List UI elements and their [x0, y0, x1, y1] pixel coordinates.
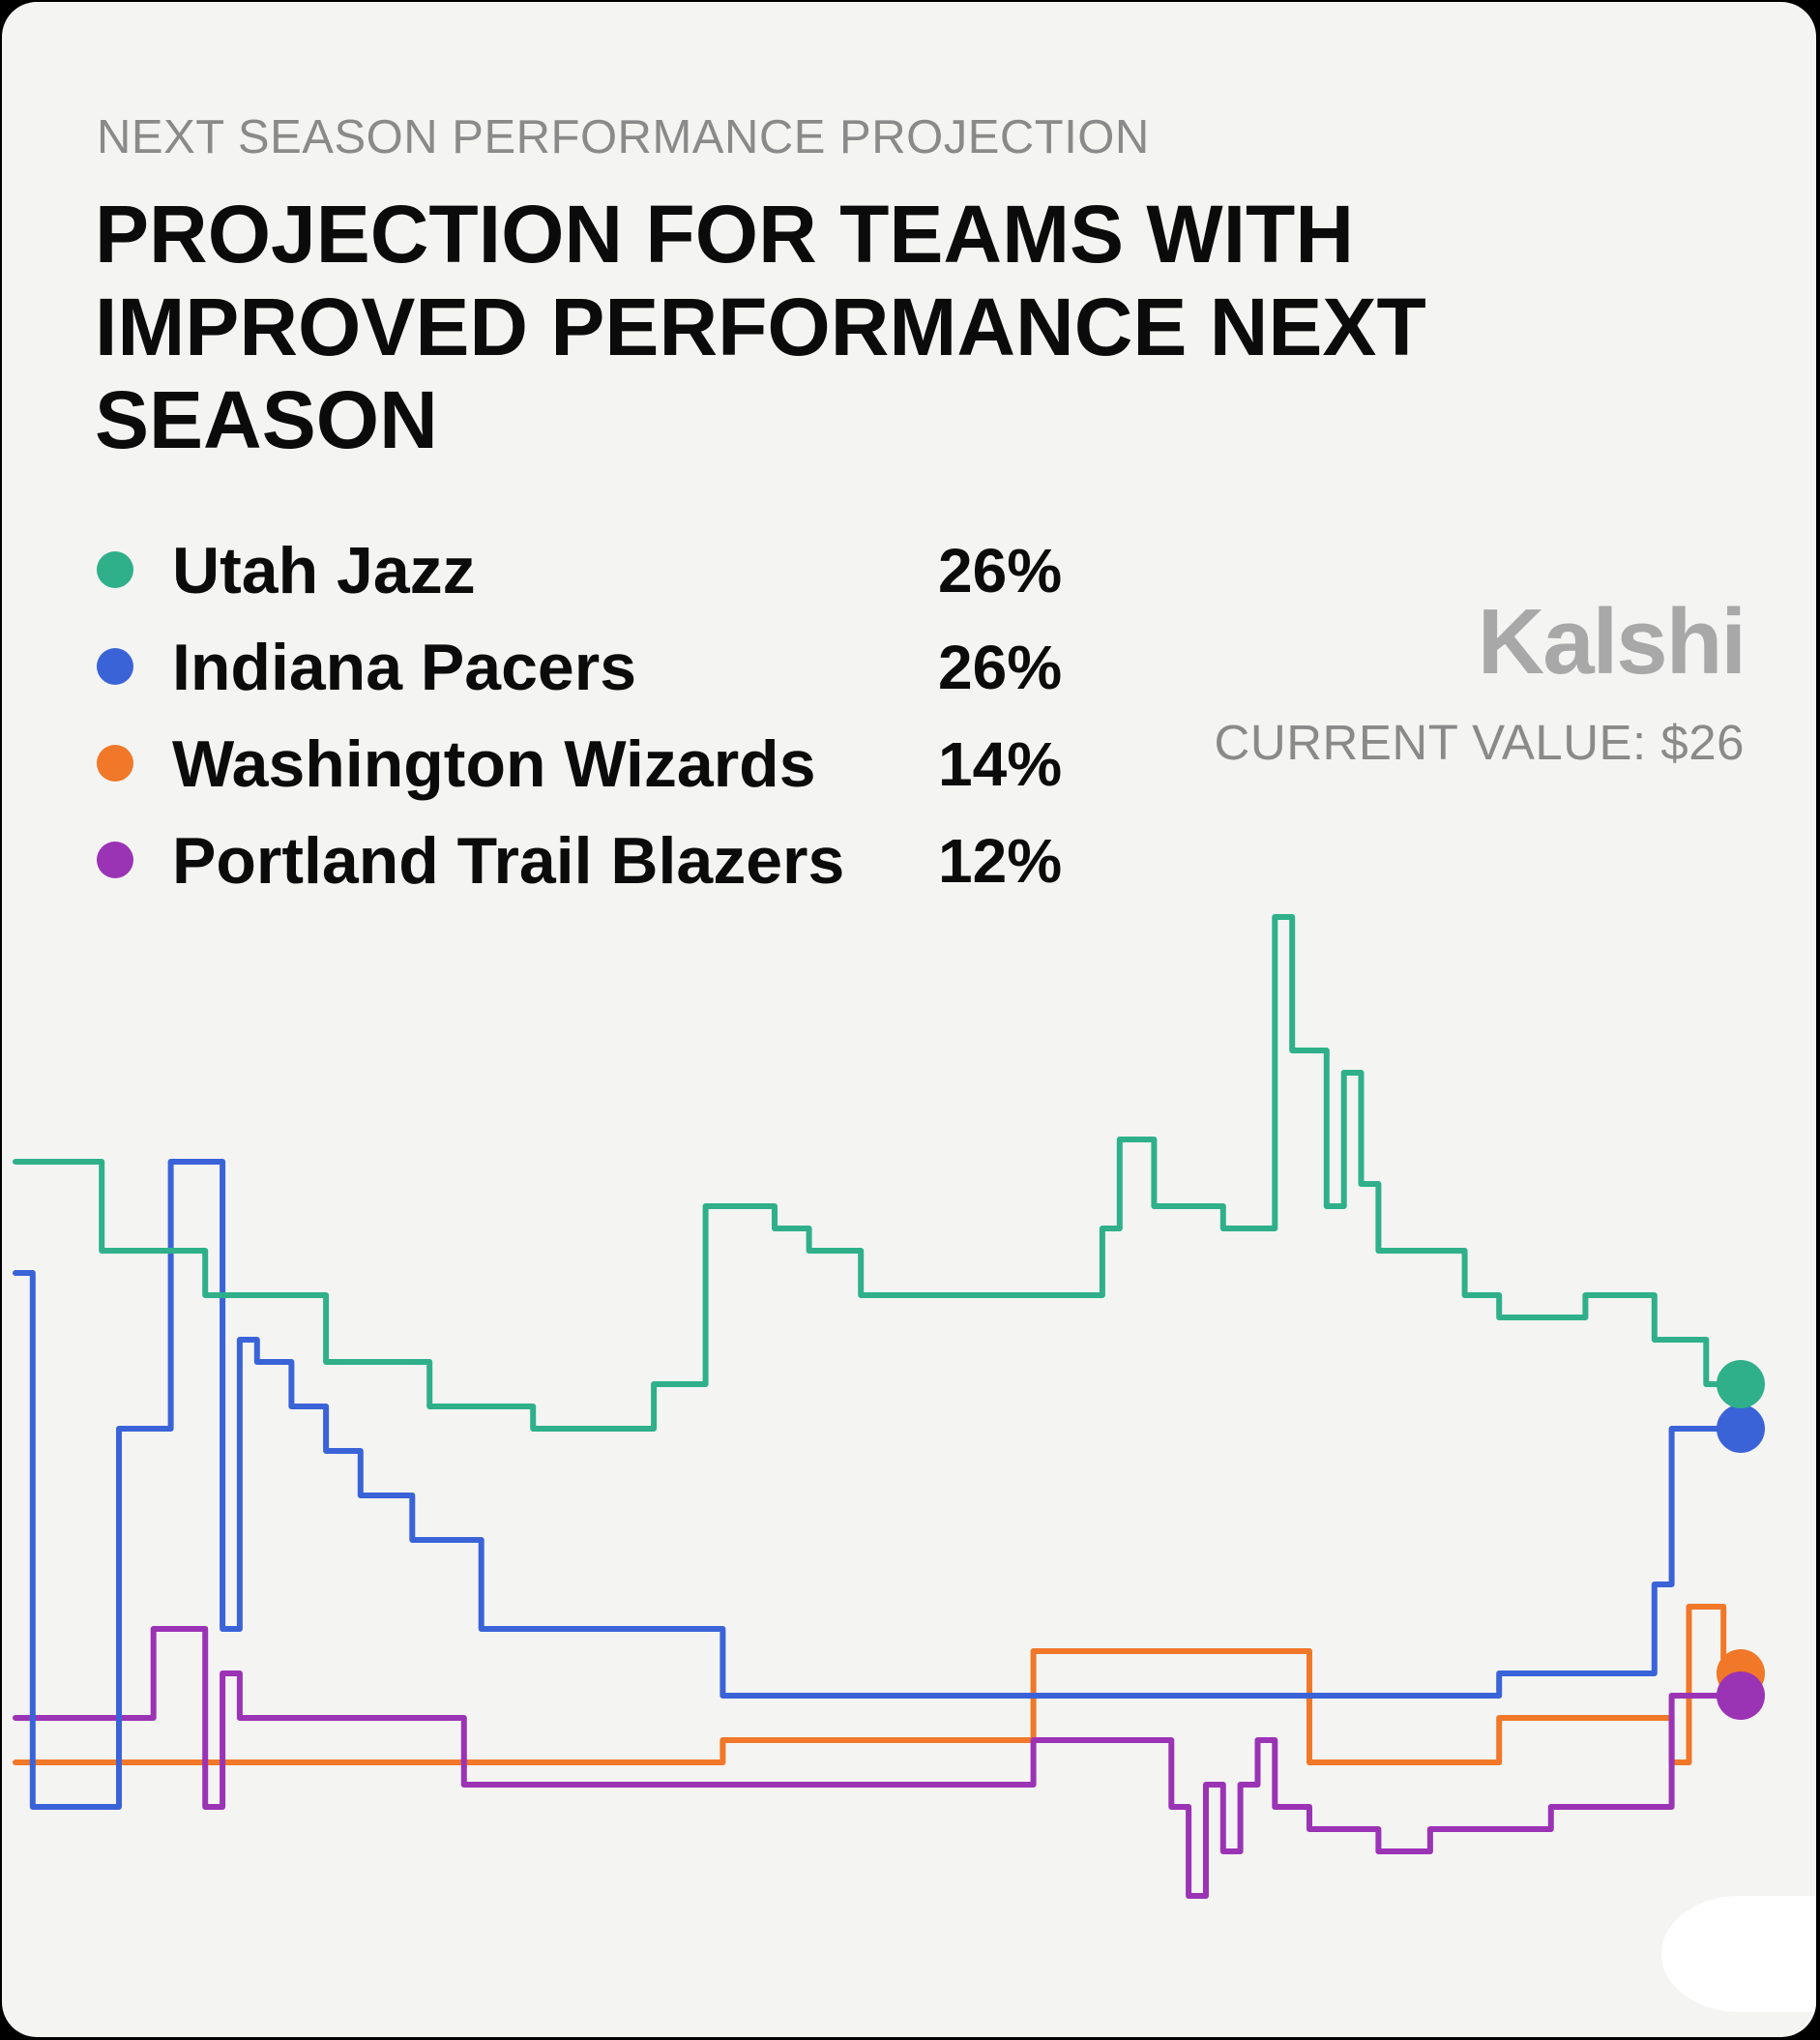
legend-item-washington-wizards[interactable]: Washington Wizards 14% [97, 706, 1083, 803]
legend-item-indiana-pacers[interactable]: Indiana Pacers 26% [97, 609, 1083, 706]
series-line-utah-jazz [13, 914, 1744, 1432]
legend-value: 26% [938, 536, 1063, 606]
legend-dot-portland-trail-blazers [97, 842, 133, 878]
kalshi-logo: Kalshi [1477, 590, 1747, 694]
legend-value: 12% [938, 826, 1063, 896]
legend-item-portland-trail-blazers[interactable]: Portland Trail Blazers 12% [97, 803, 1083, 900]
legend-item-utah-jazz[interactable]: Utah Jazz 26% [97, 513, 1083, 609]
series-endpoint-portland-trail-blazers[interactable] [1717, 1671, 1765, 1720]
legend-dot-utah-jazz [97, 551, 133, 588]
legend-label: Portland Trail Blazers [172, 824, 845, 898]
series-endpoint-indiana-pacers[interactable] [1717, 1404, 1765, 1453]
current-value-label: CURRENT VALUE: $26 [1214, 715, 1745, 770]
legend-dot-washington-wizards [97, 745, 133, 782]
legend-value: 26% [938, 633, 1063, 702]
legend-value: 14% [938, 729, 1063, 799]
legend-dot-indiana-pacers [97, 648, 133, 685]
legend-label: Washington Wizards [172, 727, 816, 801]
series-endpoint-utah-jazz[interactable] [1717, 1360, 1765, 1408]
series-line-indiana-pacers [13, 1159, 1744, 1810]
legend-label: Indiana Pacers [172, 631, 637, 704]
legend-label: Utah Jazz [172, 534, 476, 607]
legend: Utah Jazz 26% Indiana Pacers 26% Washing… [97, 513, 1083, 900]
chart-title: PROJECTION FOR TEAMS WITH IMPROVED PERFO… [95, 189, 1426, 465]
chart-kicker: NEXT SEASON PERFORMANCE PROJECTION [97, 111, 1150, 163]
series-line-portland-trail-blazers [13, 1626, 1744, 1899]
series-line-washington-wizards [13, 1604, 1744, 1765]
corner-smudge [1661, 1896, 1816, 2012]
